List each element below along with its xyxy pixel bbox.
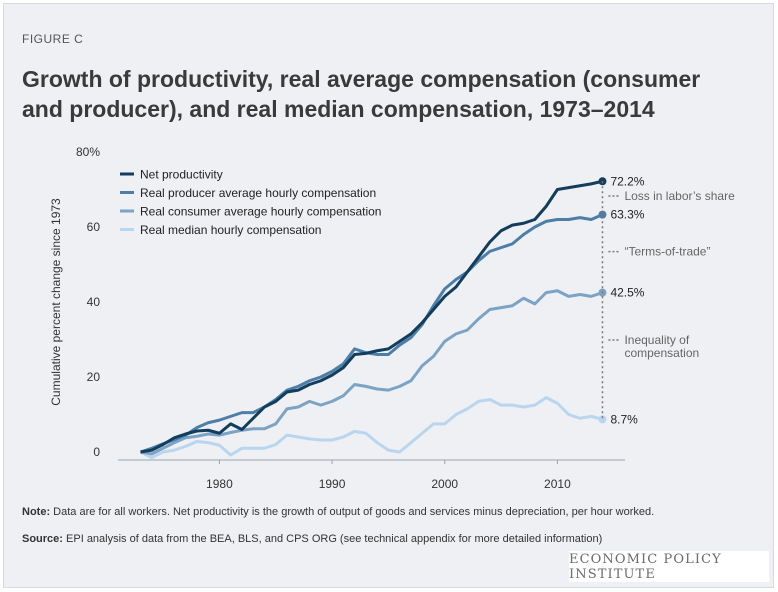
end-point-real-producer-average-hourly-compensation [598,210,607,219]
figure-frame [3,3,774,588]
source-body: EPI analysis of data from the BEA, BLS, … [66,533,603,545]
note-body: Data are for all workers. Net productivi… [53,506,655,518]
series-line-real-producer-average-hourly-compensation [140,213,604,454]
brand-logo: ECONOMIC POLICY INSTITUTE [569,551,769,582]
series-line-real-median-hourly-compensation [139,396,603,460]
figure-label: FIGURE C [22,32,84,46]
legend-label: Net productivity [140,168,223,182]
y-tick-label: 40 [87,295,101,309]
end-value-label: 63.3% [610,208,644,222]
annotation-label: Inequality of [624,333,689,347]
end-value-label: 8.7% [610,412,638,426]
y-tick-label: 60 [87,220,101,234]
end-point-real-median-hourly-compensation [598,415,607,424]
note-text: Note: Data are for all workers. Net prod… [22,505,762,519]
chart-title: Growth of productivity, real average com… [22,66,701,122]
source-text: Source: EPI analysis of data from the BE… [22,532,762,546]
x-tick-label: 1990 [319,477,346,491]
legend-label: Real median hourly compensation [140,223,321,237]
y-tick-label: 0 [93,445,100,459]
series-line-real-consumer-average-hourly-compensation [140,289,603,456]
x-tick-label: 2010 [544,477,571,491]
legend-label: Real producer average hourly compensatio… [140,186,376,200]
y-tick-label: 80% [76,145,100,159]
annotation-label: compensation [624,346,699,360]
note-label: Note: [22,506,51,518]
annotation-label: “Terms-of-trade” [624,245,710,259]
series-line-net-productivity [140,179,603,454]
y-axis-label: Cumulative percent change since 1973 [49,198,63,406]
x-tick-label: 2000 [431,477,458,491]
source-label: Source: [22,533,63,545]
y-tick-label: 20 [87,370,101,384]
end-value-label: 72.2% [610,174,644,188]
legend-label: Real consumer average hourly compensatio… [140,205,381,219]
end-value-label: 42.5% [610,286,644,300]
x-tick-label: 1980 [206,477,233,491]
annotation-label: Loss in labor’s share [624,189,735,203]
